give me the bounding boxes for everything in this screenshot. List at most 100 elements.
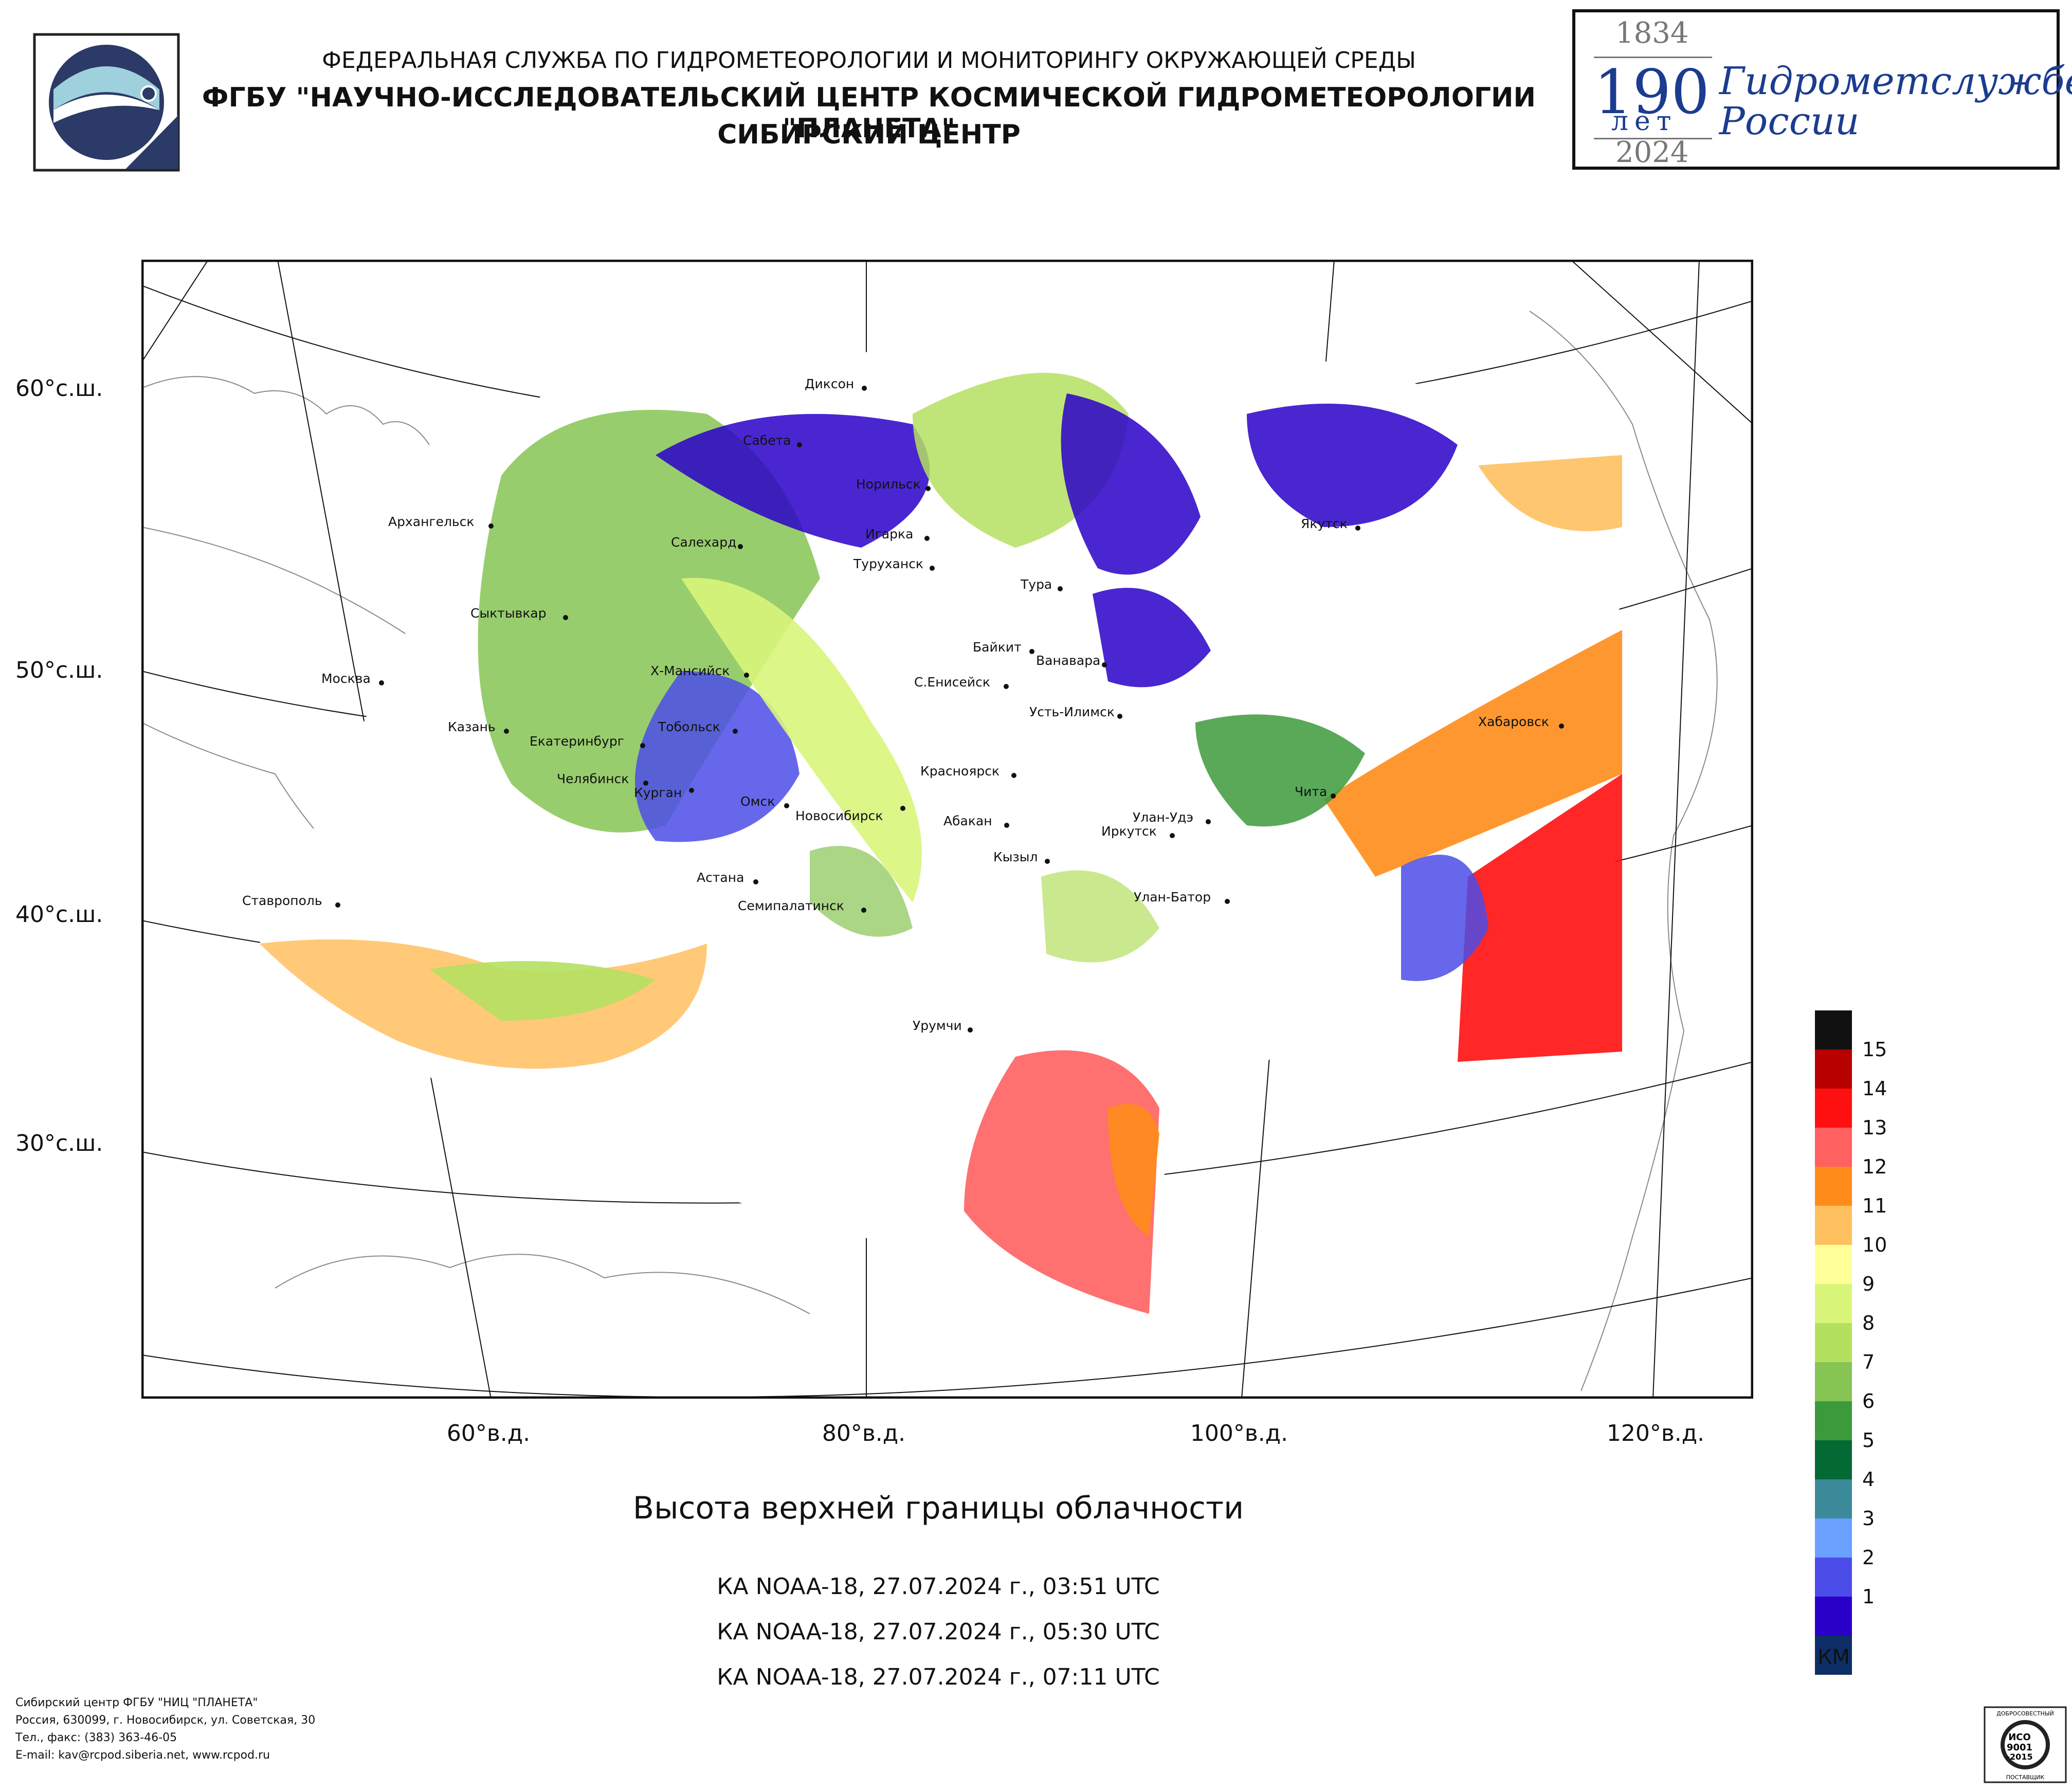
svg-text:Новосибирск: Новосибирск	[795, 808, 883, 823]
svg-text:Астана: Астана	[697, 870, 744, 885]
svg-text:Абакан: Абакан	[943, 813, 992, 828]
legend-label: 3	[1862, 1507, 1875, 1530]
legend-label: 1	[1862, 1585, 1875, 1608]
footer-line-3: Тел., факс: (383) 363-46-05	[15, 1731, 177, 1744]
svg-text:Екатеринбург: Екатеринбург	[530, 734, 624, 749]
city-stavropol: Ставрополь	[242, 893, 340, 908]
lat-label-50: 50°с.ш.	[15, 657, 103, 683]
city-severo-yeniseysk: С.Енисейск	[914, 675, 1009, 690]
lon-label-120: 120°в.д.	[1606, 1420, 1705, 1446]
satellite-pass-2: КА NOAA-18, 27.07.2024 г., 05:30 UTC	[717, 1619, 1160, 1645]
city-urumqi: Урумчи	[913, 1018, 973, 1033]
city-norilsk: Норильск	[856, 477, 931, 492]
legend-label: 5	[1862, 1429, 1875, 1452]
legend-swatch	[1815, 1518, 1852, 1558]
city-kazan: Казань	[448, 719, 509, 734]
svg-text:Тобольск: Тобольск	[658, 719, 720, 734]
cloud-top-height-map: Диксон Сабета Норильск Архангельск Салех…	[141, 260, 1753, 1399]
svg-text:Улан-Батор: Улан-Батор	[1134, 890, 1211, 904]
svg-text:Архангельск: Архангельск	[388, 514, 475, 529]
legend-label: 12	[1862, 1155, 1887, 1178]
legend-swatch	[1815, 1167, 1852, 1206]
svg-text:Москва: Москва	[321, 671, 371, 686]
svg-text:Челябинск: Челябинск	[557, 771, 629, 786]
legend-label: 15	[1862, 1038, 1887, 1061]
city-syktyvkar: Сыктывкар	[470, 606, 568, 621]
legend-swatch	[1815, 1362, 1852, 1401]
svg-text:Иркутск: Иркутск	[1101, 824, 1157, 839]
legend-swatch	[1815, 1050, 1852, 1089]
svg-text:Хабаровск: Хабаровск	[1478, 714, 1549, 729]
svg-text:Усть-Илимск: Усть-Илимск	[1029, 704, 1115, 719]
svg-text:ПОСТАВЩИК: ПОСТАВЩИК	[2006, 1774, 2045, 1781]
legend-swatch	[1815, 1245, 1852, 1284]
city-khabarovsk: Хабаровск	[1478, 714, 1564, 729]
divider	[1594, 57, 1712, 58]
header-agency: ФЕДЕРАЛЬНАЯ СЛУЖБА ПО ГИДРОМЕТЕОРОЛОГИИ …	[322, 47, 1416, 74]
legend-swatch	[1815, 1597, 1852, 1636]
header-center: СИБИРСКИЙ ЦЕНТР	[717, 119, 1021, 150]
svg-text:Диксон: Диксон	[805, 376, 854, 391]
svg-text:ИСО: ИСО	[2008, 1732, 2031, 1743]
legend-label: 14	[1862, 1077, 1887, 1100]
svg-text:Сыктывкар: Сыктывкар	[470, 606, 547, 621]
anniversary-year-end: 2024	[1615, 136, 1689, 169]
legend-swatch	[1815, 1323, 1852, 1362]
anniversary-year-start: 1834	[1615, 16, 1689, 50]
city-ulan-ude: Улан-Удэ	[1133, 810, 1211, 825]
svg-text:Туруханск: Туруханск	[853, 556, 923, 571]
svg-text:Кызыл: Кызыл	[993, 849, 1038, 864]
legend-swatch	[1815, 1440, 1852, 1479]
svg-text:9001: 9001	[2007, 1742, 2032, 1753]
legend-swatch	[1815, 1479, 1852, 1518]
city-salekhard: Салехард	[671, 535, 743, 550]
city-ust-ilimsk: Усть-Илимск	[1029, 704, 1122, 719]
svg-text:Норильск: Норильск	[856, 477, 921, 492]
anniversary-logo: 1834 190 лет 2024 Гидрометслужбе России	[1572, 9, 2072, 170]
lon-label-100: 100°в.д.	[1190, 1420, 1288, 1446]
city-astana: Астана	[697, 870, 758, 885]
legend-label: 2	[1862, 1546, 1875, 1569]
svg-text:Улан-Удэ: Улан-Удэ	[1133, 810, 1193, 825]
footer-line-2: Россия, 630099, г. Новосибирск, ул. Сове…	[15, 1714, 316, 1727]
map-title: Высота верхней границы облачности	[632, 1490, 1244, 1526]
iso-certificate-badge: ДОБРОСОВЕСТНЫЙ ИСО 9001 -2015 ПОСТАВЩИК	[1984, 1706, 2067, 1783]
footer-line-1: Сибирский центр ФГБУ "НИЦ "ПЛАНЕТА"	[15, 1696, 258, 1709]
city-chelyabinsk: Челябинск	[557, 771, 648, 786]
svg-text:Якутск: Якутск	[1301, 516, 1348, 531]
legend-swatch	[1815, 1558, 1852, 1597]
lat-label-30: 30°с.ш.	[15, 1130, 103, 1156]
legend-swatch	[1815, 1089, 1852, 1128]
svg-text:Ванавара: Ванавара	[1036, 653, 1100, 668]
svg-text:Сабета: Сабета	[743, 433, 791, 448]
svg-text:Курган: Курган	[634, 785, 682, 800]
satellite-pass-1: КА NOAA-18, 27.07.2024 г., 03:51 UTC	[717, 1573, 1160, 1600]
city-semipalatinsk: Семипалатинск	[738, 898, 866, 913]
svg-text:-2015: -2015	[2006, 1752, 2032, 1762]
anniversary-text-1: Гидрометслужбе	[1719, 59, 2072, 103]
lat-label-40: 40°с.ш.	[15, 901, 103, 928]
divider	[1594, 138, 1712, 139]
city-yakutsk: Якутск	[1301, 516, 1360, 531]
city-vanavara: Ванавара	[1036, 653, 1107, 668]
legend-units: КМ	[1817, 1645, 1850, 1669]
lat-label-60: 60°с.ш.	[15, 375, 103, 402]
cloud-height-swath	[260, 342, 1622, 1314]
svg-text:Красноярск: Красноярск	[920, 764, 999, 779]
svg-text:Семипалатинск: Семипалатинск	[738, 898, 844, 913]
svg-text:Игарка: Игарка	[865, 527, 913, 541]
svg-text:Чита: Чита	[1295, 784, 1327, 799]
city-turukhansk: Туруханск	[853, 556, 935, 571]
legend-label: 10	[1862, 1234, 1887, 1256]
city-abakan: Абакан	[943, 813, 1009, 828]
lon-label-60: 60°в.д.	[446, 1420, 531, 1446]
svg-text:С.Енисейск: С.Енисейск	[914, 675, 990, 690]
city-arkhangelsk: Архангельск	[388, 514, 494, 529]
svg-text:Омск: Омск	[740, 794, 775, 809]
city-novosibirsk: Новосибирск	[795, 806, 905, 823]
legend-label: 8	[1862, 1312, 1875, 1334]
legend-label: 6	[1862, 1390, 1875, 1413]
legend-swatch	[1815, 1401, 1852, 1440]
city-chita: Чита	[1295, 784, 1336, 799]
svg-text:Урумчи: Урумчи	[913, 1018, 962, 1033]
